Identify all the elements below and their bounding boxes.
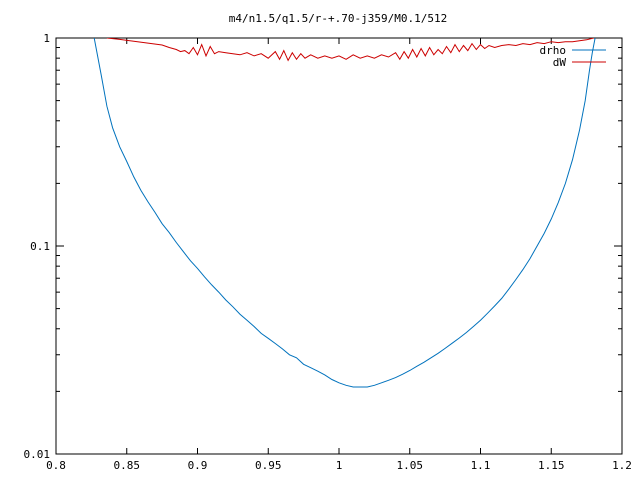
x-tick-label: 0.8 [46, 459, 66, 472]
x-tick-labels: 0.8 0.85 0.9 0.95 1 1.05 1.1 1.15 1.2 [46, 459, 632, 472]
x-tick-label: 1 [336, 459, 343, 472]
series-line-drho [93, 38, 596, 388]
y-tick-label: 1 [43, 32, 50, 45]
series-lines [93, 38, 596, 388]
y-tick-label: 0.01 [24, 448, 51, 461]
axis-ticks [55, 37, 623, 455]
legend-label: dW [553, 56, 567, 69]
x-tick-label: 0.9 [188, 459, 208, 472]
x-tick-label: 0.85 [114, 459, 141, 472]
y-tick-labels: 0.01 0.1 1 [24, 32, 51, 461]
x-tick-label: 0.95 [255, 459, 282, 472]
x-tick-label: 1.1 [471, 459, 491, 472]
x-tick-label: 1.2 [612, 459, 632, 472]
y-tick-label: 0.1 [30, 240, 50, 253]
series-line-dw [106, 38, 594, 62]
x-tick-label: 1.05 [397, 459, 424, 472]
chart-title: m4/n1.5/q1.5/r-+.70-j359/M0.1/512 [229, 12, 448, 25]
legend-label: drho [540, 44, 567, 57]
x-tick-label: 1.15 [538, 459, 565, 472]
